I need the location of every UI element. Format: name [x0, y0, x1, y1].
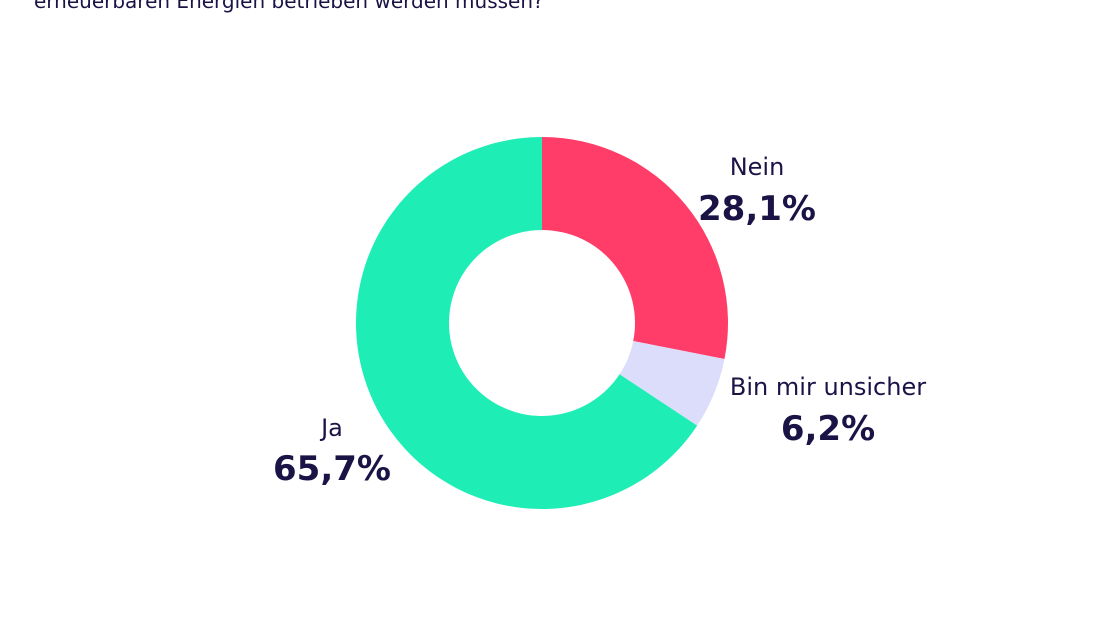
slice-label-nein: Nein [730, 153, 785, 181]
slice-bin-mir-unsicher [619, 341, 725, 426]
slice-value-bin-mir-unsicher: 6,2% [781, 409, 875, 449]
question-text: erneuerbaren Energien betrieben werden m… [34, 0, 544, 13]
slice-label-ja: Ja [319, 414, 343, 442]
donut-slices [356, 137, 728, 509]
slice-nein [542, 137, 728, 360]
slice-labels: Nein 28,1% Bin mir unsicher 6,2% Ja 65,7% [273, 153, 926, 489]
slice-label-bin-mir-unsicher: Bin mir unsicher [730, 373, 926, 401]
slice-ja [356, 137, 698, 509]
slice-value-nein: 28,1% [698, 189, 816, 229]
slice-value-ja: 65,7% [273, 449, 391, 489]
